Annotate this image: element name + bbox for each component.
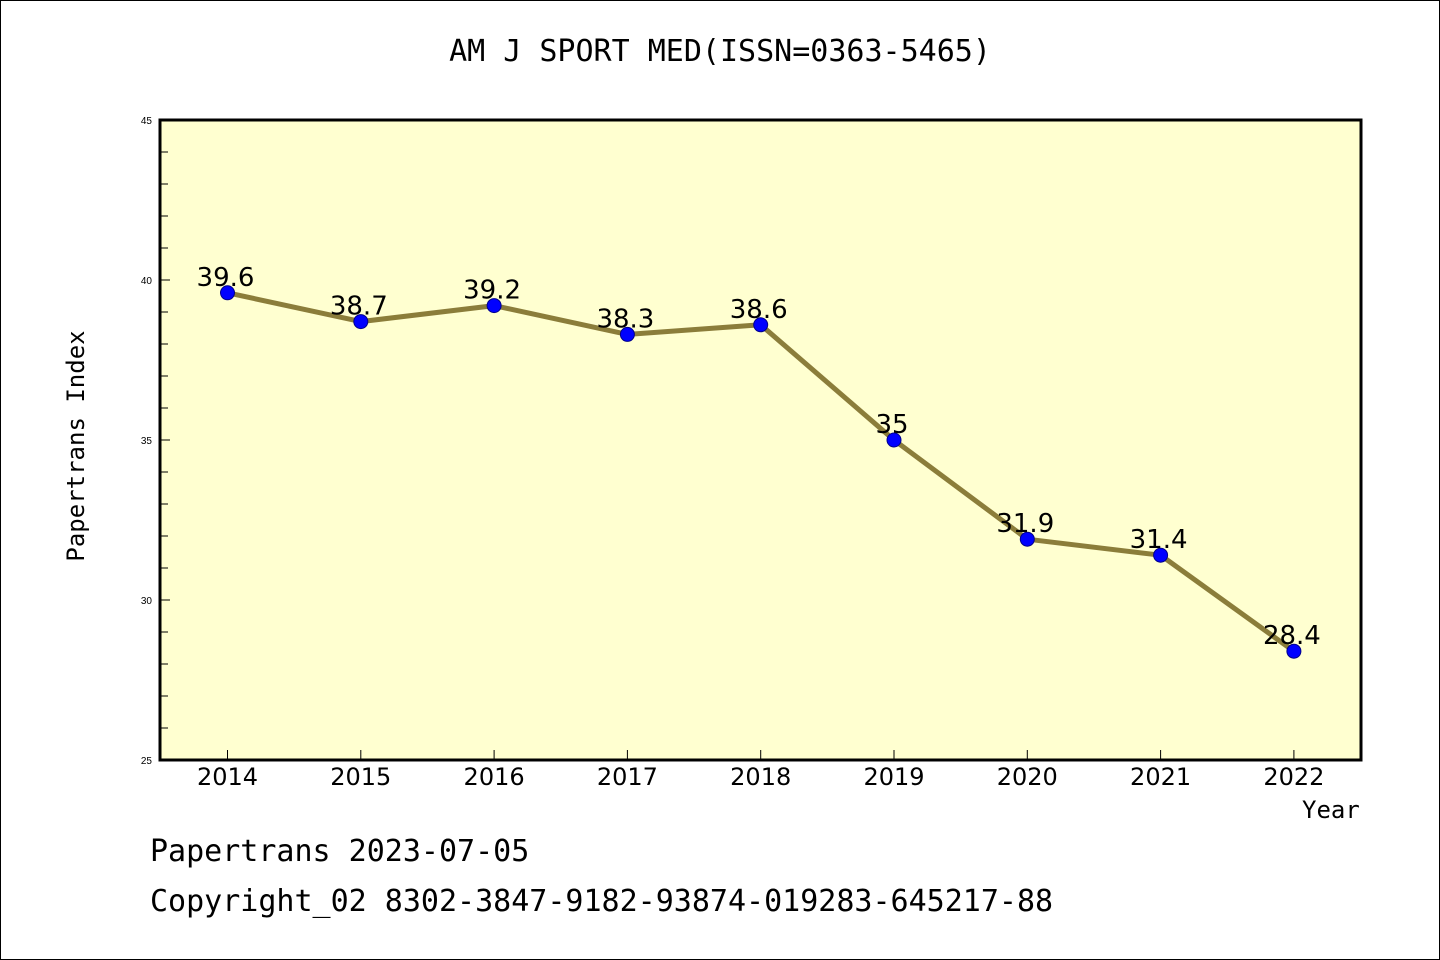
data-point: [1019, 531, 1035, 547]
x-axis-ticks: 2014 2015 2016 2017 2018 2019 2020 2021 2022: [197, 750, 1324, 791]
x-tick-label: 2021: [1130, 763, 1191, 791]
y-tick-label: 25: [141, 756, 153, 767]
x-tick-label: 2020: [997, 763, 1058, 791]
y-axis-ticks: 25 30 35 40 45: [141, 116, 170, 767]
x-tick-label: 2014: [197, 763, 258, 791]
y-tick-label: 45: [141, 116, 153, 127]
data-label: 35: [875, 410, 908, 440]
x-tick-label: 2016: [464, 763, 525, 791]
data-label: 28.4: [1263, 621, 1321, 651]
x-tick-label: 2017: [597, 763, 658, 791]
data-point: [486, 298, 502, 314]
footer-date: Papertrans 2023-07-05: [150, 834, 530, 869]
data-label: 38.3: [596, 304, 654, 334]
y-tick-label: 35: [141, 436, 153, 447]
data-point: [220, 285, 235, 301]
series-layer: 39.6 38.7 39.2 38.3 38.6 35 31.9 31.4 28.4: [197, 263, 1321, 659]
chart-title: AM J SPORT MED(ISSN=0363-5465): [449, 34, 991, 69]
data-label: 39.2: [463, 276, 521, 306]
plot-area: [158, 118, 1363, 762]
data-label: 31.4: [1130, 525, 1188, 555]
data-point: [619, 326, 635, 342]
y-tick-label: 30: [141, 596, 153, 607]
x-tick-label: 2019: [863, 763, 924, 791]
x-tick-label: 2018: [730, 763, 791, 791]
data-point: [886, 432, 902, 448]
data-label: 38.7: [330, 292, 388, 322]
data-label: 38.6: [730, 295, 788, 325]
y-tick-label: 40: [141, 276, 153, 287]
footer-copyright: Copyright_02 8302-3847-9182-93874-019283…: [150, 884, 1054, 919]
data-label: 31.9: [996, 509, 1054, 539]
data-label: 39.6: [197, 263, 255, 293]
x-axis-label: Year: [1302, 796, 1360, 824]
data-point: [1286, 643, 1302, 659]
data-point: [353, 314, 369, 330]
x-tick-label: 2022: [1263, 763, 1324, 791]
data-point: [753, 317, 769, 333]
x-tick-label: 2015: [330, 763, 391, 791]
data-point: [1153, 547, 1169, 563]
